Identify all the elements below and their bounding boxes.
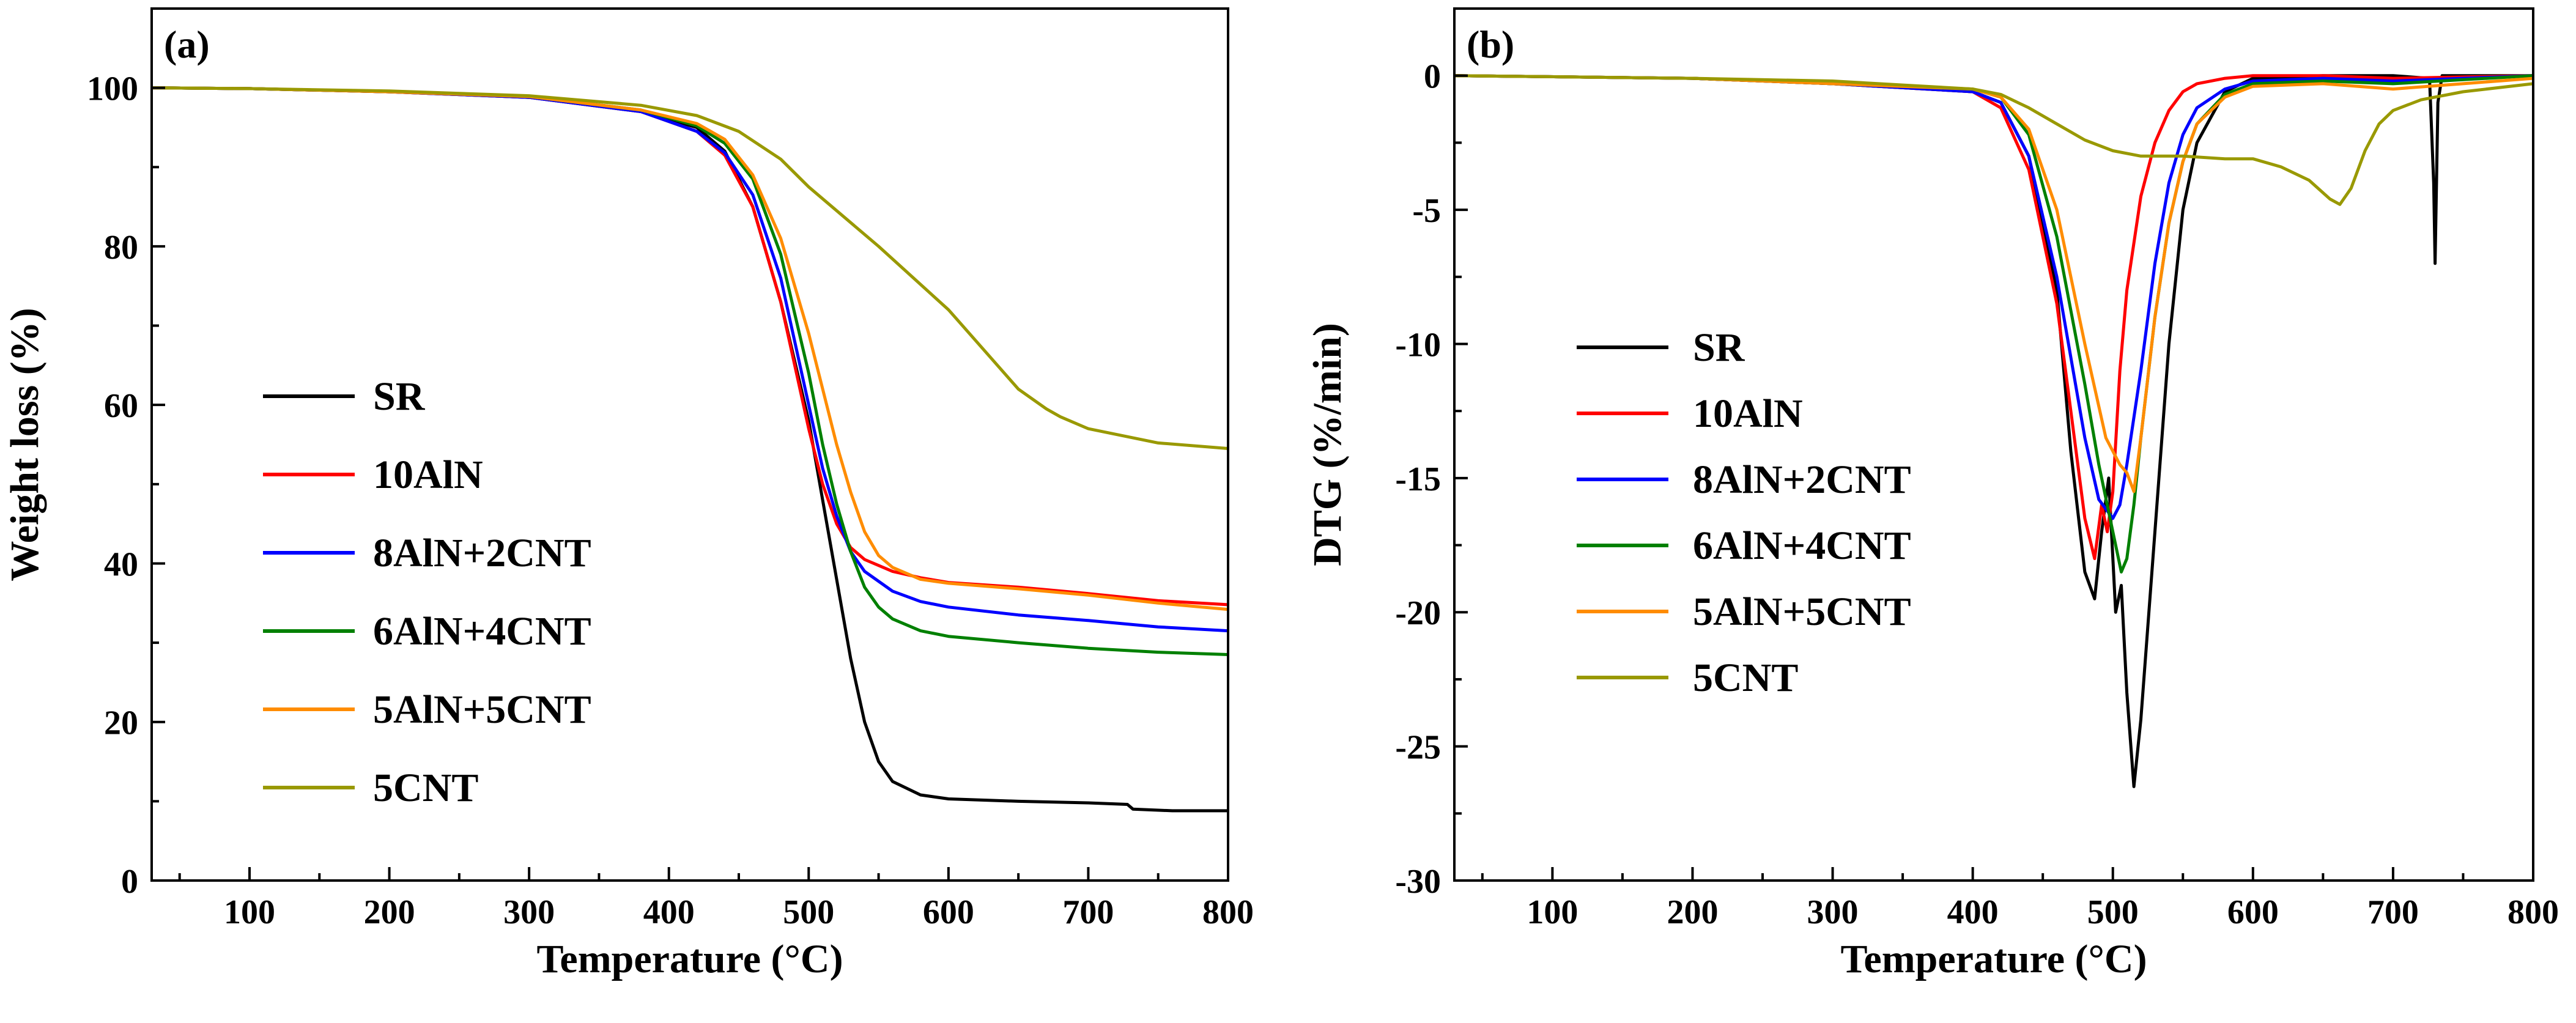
legend: SR 10AlN 8AlN+2CNT 6AlN+4CNT 5AlN+5CNT 5CNT xyxy=(1577,325,1911,700)
series-line-6aln-4cnt xyxy=(1454,74,2533,574)
legend-label-5cnt: 5CNT xyxy=(1693,656,1798,700)
legend-label-sr: SR xyxy=(1693,325,1745,370)
x-tick-label: 200 xyxy=(1667,893,1718,931)
legend-label-6aln-4cnt: 6AlN+4CNT xyxy=(1693,523,1911,568)
legend-label-5aln-5cnt: 5AlN+5CNT xyxy=(373,687,591,732)
y-tick-label: -25 xyxy=(1395,729,1441,767)
y-tick-label: 100 xyxy=(87,70,138,108)
x-axis-label: Temperature (°C) xyxy=(536,937,843,981)
series-line-5cnt xyxy=(1454,74,2533,206)
x-tick-label: 600 xyxy=(923,893,974,931)
y-tick-label: 20 xyxy=(104,704,138,742)
y-tick-label: 0 xyxy=(1424,58,1441,96)
y-tick-label: 80 xyxy=(104,229,138,267)
series-line-6aln-4cnt xyxy=(152,86,1228,656)
x-tick-label: 100 xyxy=(224,893,275,931)
legend-label-5aln-5cnt: 5AlN+5CNT xyxy=(1693,589,1911,634)
legend-label-5cnt: 5CNT xyxy=(373,766,478,810)
y-tick-label: -30 xyxy=(1395,863,1441,901)
x-tick-label: 400 xyxy=(1947,893,1999,931)
y-tick-label: -20 xyxy=(1395,594,1441,632)
x-tick-label: 300 xyxy=(503,893,555,931)
series-group xyxy=(1454,74,2533,788)
plot-frame xyxy=(1453,7,2534,882)
legend-label-8aln-2cnt: 8AlN+2CNT xyxy=(1693,457,1911,502)
x-tick-label: 600 xyxy=(2227,893,2279,931)
x-tick-label: 300 xyxy=(1807,893,1859,931)
series-line-10aln xyxy=(1454,74,2533,560)
series-line-8aln-2cnt xyxy=(152,86,1228,633)
x-tick-label: 800 xyxy=(1202,893,1254,931)
legend: SR 10AlN 8AlN+2CNT 6AlN+4CNT 5AlN+5CNT 5CNT xyxy=(263,374,591,810)
panel-label: (a) xyxy=(164,23,210,66)
series-line-sr xyxy=(1454,74,2533,788)
series-line-10aln xyxy=(152,86,1228,607)
x-tick-label: 100 xyxy=(1527,893,1578,931)
legend-label-10aln: 10AlN xyxy=(373,452,483,497)
series-line-5cnt xyxy=(152,86,1228,450)
plot-frame xyxy=(150,7,1229,882)
y-tick-label: -5 xyxy=(1412,192,1441,230)
panel-b-dtg-chart: 100 200 300 400 500 600 700 800 -30 -25 -20 -15 -10 -… xyxy=(1305,7,2559,981)
y-tick-label: 0 xyxy=(121,863,138,901)
x-axis-label: Temperature (°C) xyxy=(1840,937,2147,981)
legend-label-8aln-2cnt: 8AlN+2CNT xyxy=(373,531,591,575)
series-line-sr xyxy=(152,86,1228,813)
y-axis-label: DTG (%/min) xyxy=(1305,323,1350,566)
x-tick-label: 800 xyxy=(2508,893,2559,931)
series-line-5aln-5cnt xyxy=(152,86,1228,611)
series-group xyxy=(152,86,1228,813)
series-line-8aln-2cnt xyxy=(1454,74,2533,520)
y-tick-label: 40 xyxy=(104,545,138,583)
legend-label-6aln-4cnt: 6AlN+4CNT xyxy=(373,609,591,654)
x-tick-label: 400 xyxy=(643,893,695,931)
legend-label-10aln: 10AlN xyxy=(1693,391,1803,436)
x-tick-label: 500 xyxy=(783,893,834,931)
x-tick-label: 700 xyxy=(1062,893,1114,931)
x-tick-label: 700 xyxy=(2367,893,2419,931)
y-tick-label: -15 xyxy=(1395,460,1441,498)
y-tick-label: -10 xyxy=(1395,326,1441,364)
x-tick-label: 500 xyxy=(2087,893,2139,931)
legend-label-sr: SR xyxy=(373,374,426,419)
y-tick-label: 60 xyxy=(104,387,138,425)
y-axis-label: Weight loss (%) xyxy=(2,308,47,581)
panel-label: (b) xyxy=(1467,23,1514,66)
panel-a-weight-loss-chart: 100 200 300 400 500 600 700 800 0 20 40 60 80 100 Temp… xyxy=(2,7,1254,981)
x-tick-label: 200 xyxy=(364,893,415,931)
